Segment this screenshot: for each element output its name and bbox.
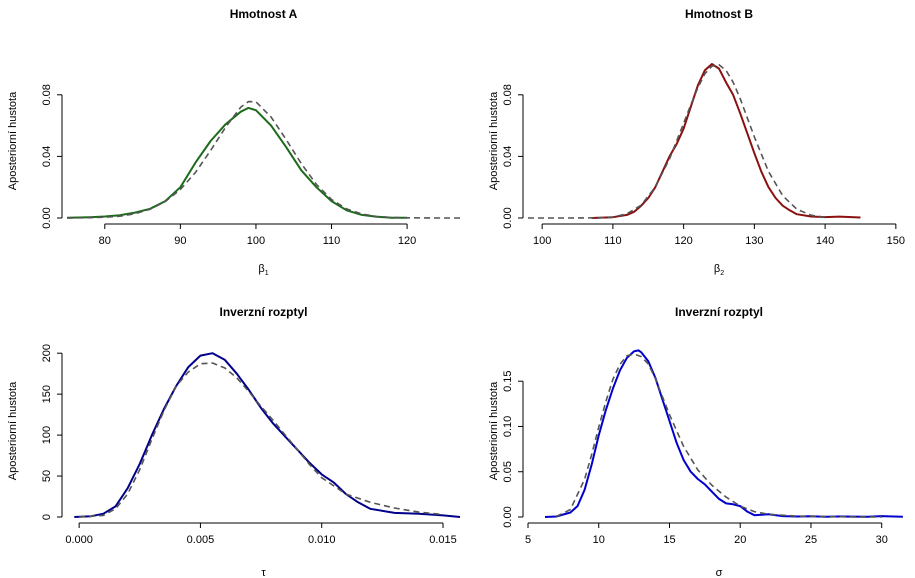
x-axis-label-symbol: σ bbox=[716, 567, 723, 578]
x-axis-label-symbol: τ bbox=[261, 567, 266, 578]
y-axis-label: Aposteriorní hustota bbox=[7, 381, 19, 480]
y-tick-label: 0.08 bbox=[41, 84, 53, 105]
x-axis-label-subscript: 2 bbox=[720, 270, 724, 277]
x-axis-label: σ bbox=[716, 567, 723, 578]
panel-hmotnost-b: Hmotnost B 0.00 0.04 0.08 100 110 120 130 140 150… bbox=[488, 7, 905, 277]
y-tick-label: 0.00 bbox=[502, 506, 514, 527]
x-axis-label-subscript: 1 bbox=[265, 270, 269, 277]
x-tick-label: 100 bbox=[533, 235, 551, 247]
x-tick-label: 0.010 bbox=[308, 534, 336, 546]
x-tick-label: 140 bbox=[816, 235, 834, 247]
series-line-dashed bbox=[66, 100, 460, 219]
x-tick-label: 10 bbox=[593, 534, 605, 546]
y-axis-label: Aposteriorní hustota bbox=[7, 91, 19, 190]
x-axis-label: τ bbox=[261, 567, 266, 578]
series-line-solid bbox=[74, 352, 461, 518]
x-tick-label: 5 bbox=[525, 534, 531, 546]
y-axis-label: Aposteriorní hustota bbox=[488, 381, 500, 480]
y-tick-label: 0.10 bbox=[502, 416, 514, 437]
x-tick-label: 80 bbox=[99, 235, 111, 247]
chart-title: Inverzní rozptyl bbox=[219, 305, 307, 319]
series-line-solid bbox=[544, 349, 903, 518]
y-tick-label: 0.05 bbox=[502, 461, 514, 482]
y-tick-label: 100 bbox=[41, 426, 53, 444]
x-tick-label: 20 bbox=[734, 534, 746, 546]
x-axis-label-symbol: β bbox=[258, 263, 264, 275]
panel-inverzni-rozptyl-sigma: Inverzní rozptyl 0.00 0.05 0.10 0.15 5 10 15 20 2… bbox=[488, 305, 903, 578]
x-tick-label: 120 bbox=[398, 235, 416, 247]
chart-title: Hmotnost B bbox=[685, 7, 753, 21]
panel-hmotnost-a: Hmotnost A 0.00 0.04 0.08 80 90 100 110 120 β1 Apo… bbox=[7, 7, 460, 277]
x-tick-label: 90 bbox=[174, 235, 186, 247]
x-axis-label: β2 bbox=[714, 263, 724, 277]
x-tick-label: 30 bbox=[876, 534, 888, 546]
x-tick-label: 15 bbox=[663, 534, 675, 546]
x-tick-label: 0.015 bbox=[429, 534, 457, 546]
x-tick-label: 130 bbox=[745, 235, 763, 247]
panel-inverzni-rozptyl-tau: Inverzní rozptyl 0 50 100 150 200 0.000 0.005 0.… bbox=[7, 305, 461, 578]
series-line-dashed bbox=[555, 353, 882, 518]
x-axis-label-symbol: β bbox=[714, 263, 720, 275]
chart-title: Inverzní rozptyl bbox=[675, 305, 763, 319]
x-tick-label: 0.000 bbox=[65, 534, 93, 546]
y-tick-label: 0.08 bbox=[502, 84, 514, 105]
x-axis-label: β1 bbox=[258, 263, 268, 277]
x-tick-label: 110 bbox=[323, 235, 341, 247]
y-tick-label: 0.04 bbox=[502, 146, 514, 167]
x-tick-label: 120 bbox=[674, 235, 692, 247]
y-tick-label: 0.00 bbox=[502, 207, 514, 228]
y-tick-label: 0.00 bbox=[41, 207, 53, 228]
y-tick-label: 150 bbox=[41, 385, 53, 403]
series-line-solid bbox=[66, 106, 408, 219]
y-tick-label: 200 bbox=[41, 344, 53, 362]
x-tick-label: 25 bbox=[805, 534, 817, 546]
series-line-dashed bbox=[79, 362, 444, 518]
x-tick-label: 150 bbox=[887, 235, 905, 247]
x-tick-label: 0.005 bbox=[187, 534, 215, 546]
y-axis-label: Aposteriorní hustota bbox=[488, 91, 500, 190]
series-line-dashed bbox=[528, 64, 826, 219]
y-tick-label: 50 bbox=[41, 470, 53, 482]
x-tick-label: 110 bbox=[604, 235, 622, 247]
series-line-solid bbox=[591, 63, 861, 219]
chart-title: Hmotnost A bbox=[230, 7, 298, 21]
x-tick-label: 100 bbox=[247, 235, 265, 247]
y-tick-label: 0.04 bbox=[41, 146, 53, 167]
y-tick-label: 0 bbox=[41, 514, 53, 520]
y-tick-label: 0.15 bbox=[502, 370, 514, 391]
